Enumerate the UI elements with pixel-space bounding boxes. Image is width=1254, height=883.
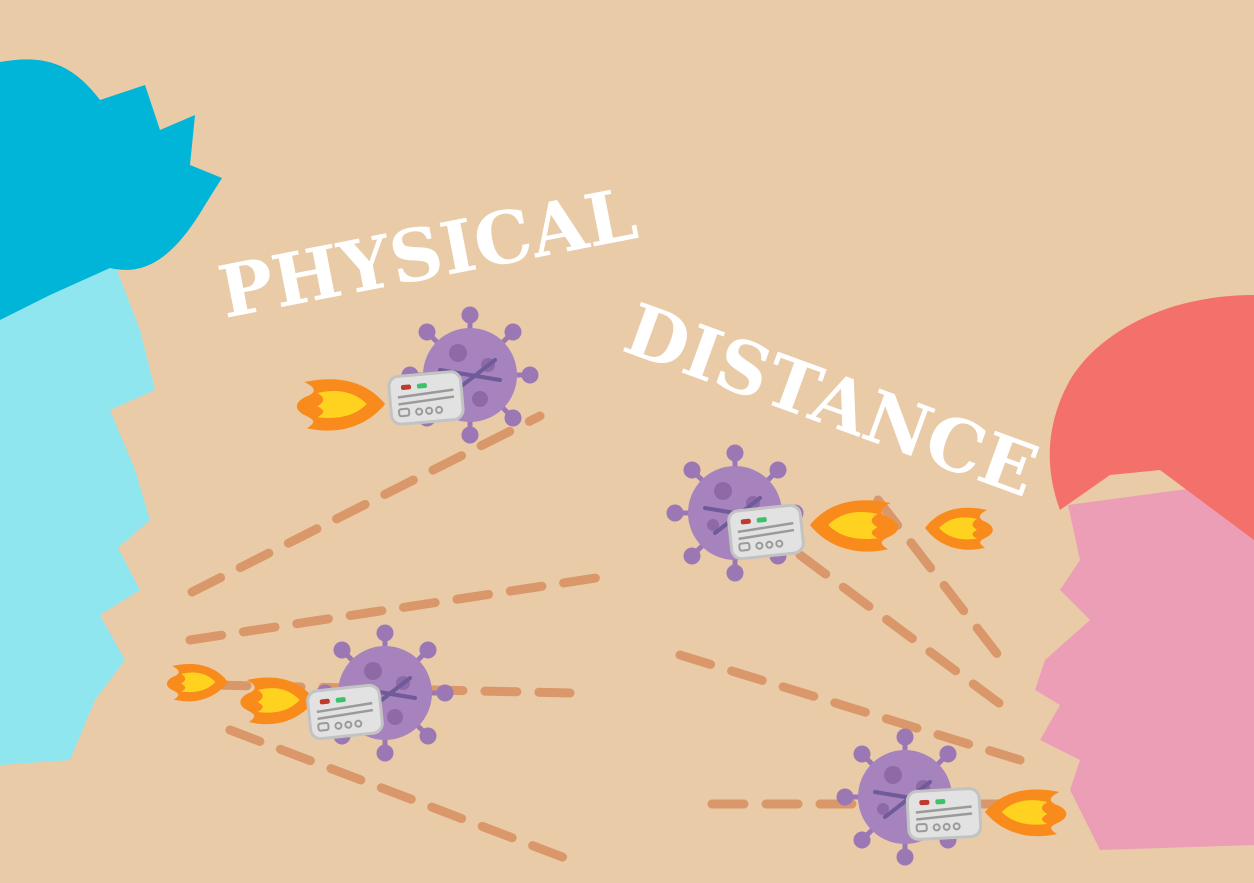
trail-line: [795, 550, 1020, 720]
jetpack-icon: [386, 369, 466, 427]
trail-line: [225, 725, 570, 863]
trail-line: [187, 411, 545, 597]
trail-line: [185, 573, 601, 645]
jetpack-icon: [905, 786, 983, 842]
right-hair: [1049, 295, 1254, 540]
right-face: [1035, 480, 1254, 850]
left-hair: [0, 59, 222, 320]
jetpack-icon: [726, 502, 806, 562]
left-face: [0, 265, 155, 765]
trail-line: [873, 495, 1003, 660]
trail-line: [675, 650, 1025, 765]
jetpack-icon: [305, 682, 385, 742]
